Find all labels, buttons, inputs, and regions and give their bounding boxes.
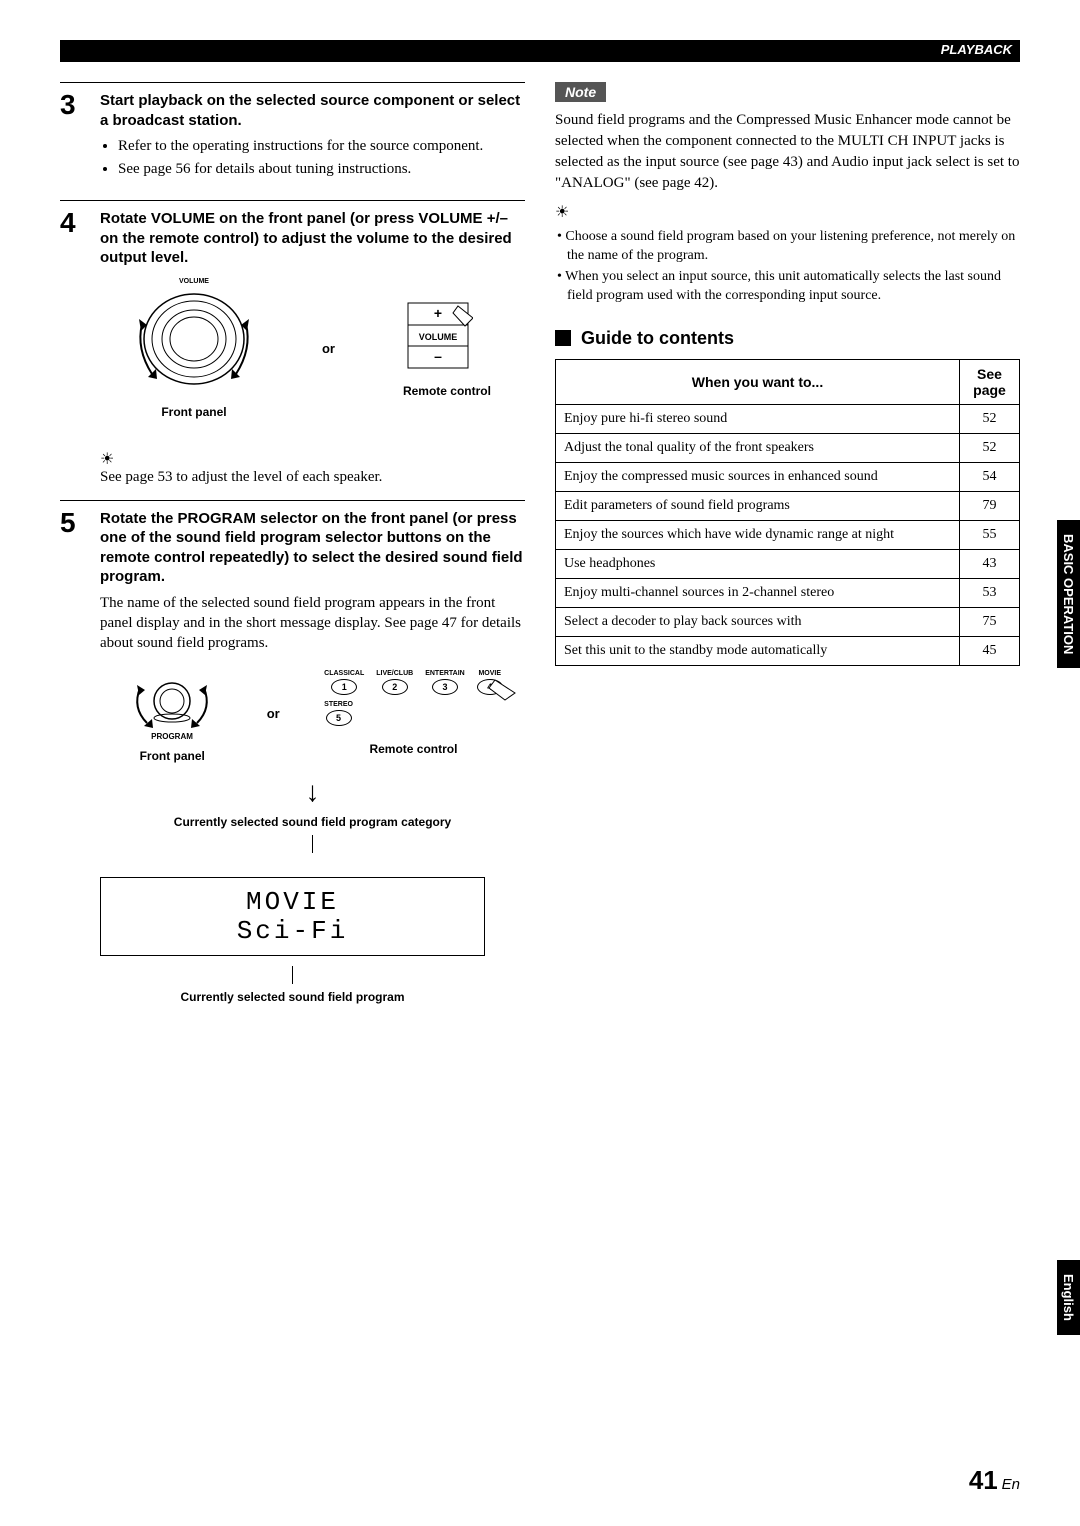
- guide-cell: Set this unit to the standby mode automa…: [556, 636, 960, 665]
- guide-page: 52: [960, 433, 1020, 462]
- note-label: Note: [555, 82, 606, 102]
- guide-cell: Select a decoder to play back sources wi…: [556, 607, 960, 636]
- step-4-tip-text: See page 53 to adjust the level of each …: [100, 469, 382, 485]
- svg-text:PROGRAM: PROGRAM: [151, 732, 193, 741]
- guide-cell: Enjoy pure hi-fi stereo sound: [556, 404, 960, 433]
- guide-cell: Use headphones: [556, 549, 960, 578]
- step-3-num: 3: [60, 91, 100, 182]
- remote-btn-5: 5: [326, 710, 352, 726]
- guide-page: 54: [960, 462, 1020, 491]
- step-4: 4 Rotate VOLUME on the front panel (or p…: [60, 200, 525, 429]
- step-3-title: Start playback on the selected source co…: [100, 91, 525, 130]
- remote-label: Remote control: [403, 384, 491, 398]
- guide-cell: Enjoy multi-channel sources in 2-channel…: [556, 578, 960, 607]
- display-caption-top: Currently selected sound field program c…: [100, 815, 525, 829]
- guide-col-1: When you want to...: [556, 359, 960, 404]
- guide-page: 79: [960, 491, 1020, 520]
- step-5: 5 Rotate the PROGRAM selector on the fro…: [60, 500, 525, 860]
- program-knob-icon: PROGRAM: [122, 663, 222, 743]
- remote-btn-2: 2: [382, 679, 408, 695]
- step-3-bullet: Refer to the operating instructions for …: [118, 136, 525, 157]
- tip-icon: ☀: [100, 451, 114, 468]
- header-section: PLAYBACK: [941, 42, 1012, 57]
- volume-knob-label: VOLUME: [134, 278, 254, 285]
- guide-page: 75: [960, 607, 1020, 636]
- note-tip: Choose a sound field program based on yo…: [567, 228, 1020, 266]
- guide-cell: Enjoy the sources which have wide dynami…: [556, 520, 960, 549]
- display-caption-bottom: Currently selected sound field program: [60, 990, 525, 1004]
- front-panel-label: Front panel: [134, 405, 254, 419]
- svg-text:–: –: [434, 348, 442, 364]
- guide-page: 45: [960, 636, 1020, 665]
- header-bar: PLAYBACK: [60, 40, 1020, 62]
- display-panel: MOVIE Sci-Fi: [100, 877, 485, 956]
- svg-text:+: +: [434, 305, 442, 321]
- remote-btn-3: 3: [432, 679, 458, 695]
- volume-knob-icon: [134, 289, 254, 399]
- guide-cell: Adjust the tonal quality of the front sp…: [556, 433, 960, 462]
- step-4-title: Rotate VOLUME on the front panel (or pre…: [100, 209, 525, 268]
- down-arrow-icon: ↓: [100, 777, 525, 809]
- step-3: 3 Start playback on the selected source …: [60, 82, 525, 182]
- side-tab-language: English: [1057, 1260, 1080, 1335]
- page-suffix: En: [1002, 1476, 1020, 1493]
- svg-text:VOLUME: VOLUME: [419, 332, 458, 342]
- step-4-num: 4: [60, 209, 100, 429]
- left-column: 3 Start playback on the selected source …: [60, 82, 525, 1010]
- guide-page: 52: [960, 404, 1020, 433]
- guide-cell: Edit parameters of sound field programs: [556, 491, 960, 520]
- guide-page: 43: [960, 549, 1020, 578]
- remote-label-2: Remote control: [324, 742, 503, 756]
- guide-table: When you want to... See page Enjoy pure …: [555, 359, 1020, 666]
- pointer-icon: [487, 678, 517, 703]
- guide-col-2: See page: [960, 359, 1020, 404]
- step-5-title: Rotate the PROGRAM selector on the front…: [100, 509, 525, 587]
- step-5-text: The name of the selected sound field pro…: [100, 593, 525, 654]
- step-3-bullet: See page 56 for details about tuning ins…: [118, 159, 525, 180]
- tip-icon: ☀: [555, 204, 569, 221]
- square-bullet-icon: [555, 330, 571, 346]
- remote-btn-1: 1: [331, 679, 357, 695]
- volume-remote-icon: + VOLUME –: [403, 298, 473, 378]
- or-text: or: [322, 341, 335, 356]
- guide-cell: Enjoy the compressed music sources in en…: [556, 462, 960, 491]
- note-box: Note Sound field programs and the Compre…: [555, 82, 1020, 306]
- guide-page: 55: [960, 520, 1020, 549]
- step-5-num: 5: [60, 509, 100, 860]
- page-num: 41: [969, 1465, 998, 1495]
- right-column: Note Sound field programs and the Compre…: [555, 82, 1020, 1010]
- or-text-2: or: [267, 706, 280, 721]
- display-line-1: MOVIE: [121, 888, 464, 917]
- page-number: 41 En: [969, 1465, 1020, 1496]
- note-tip: When you select an input source, this un…: [567, 268, 1020, 306]
- front-panel-label-2: Front panel: [122, 749, 222, 763]
- guide-heading: Guide to contents: [555, 328, 1020, 349]
- note-text: Sound field programs and the Compressed …: [555, 110, 1020, 194]
- guide-page: 53: [960, 578, 1020, 607]
- step-4-tip: ☀ See page 53 to adjust the level of eac…: [100, 449, 525, 486]
- guide-title: Guide to contents: [581, 328, 734, 349]
- display-line-2: Sci-Fi: [121, 917, 464, 946]
- side-tab-section: BASIC OPERATION: [1057, 520, 1080, 668]
